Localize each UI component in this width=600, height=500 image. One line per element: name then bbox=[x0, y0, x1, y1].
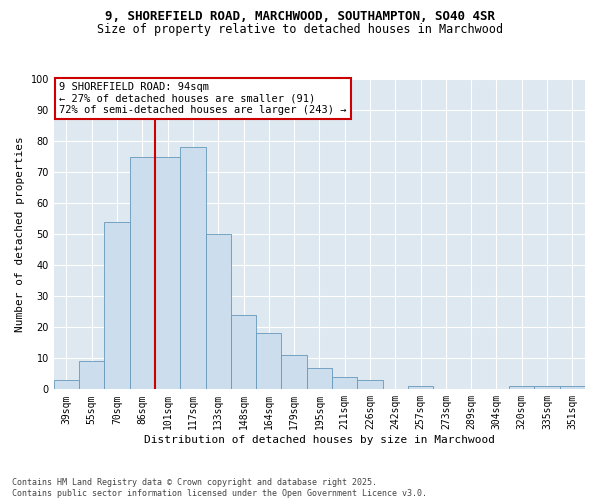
Bar bbox=[535, 386, 560, 390]
Bar bbox=[509, 386, 535, 390]
Text: Size of property relative to detached houses in Marchwood: Size of property relative to detached ho… bbox=[97, 22, 503, 36]
Bar bbox=[256, 334, 281, 390]
Bar bbox=[155, 156, 180, 390]
Bar bbox=[104, 222, 130, 390]
X-axis label: Distribution of detached houses by size in Marchwood: Distribution of detached houses by size … bbox=[144, 435, 495, 445]
Y-axis label: Number of detached properties: Number of detached properties bbox=[15, 136, 25, 332]
Bar bbox=[130, 156, 155, 390]
Text: Contains HM Land Registry data © Crown copyright and database right 2025.
Contai: Contains HM Land Registry data © Crown c… bbox=[12, 478, 427, 498]
Bar bbox=[408, 386, 433, 390]
Bar bbox=[180, 148, 206, 390]
Text: 9 SHOREFIELD ROAD: 94sqm
← 27% of detached houses are smaller (91)
72% of semi-d: 9 SHOREFIELD ROAD: 94sqm ← 27% of detach… bbox=[59, 82, 347, 116]
Bar bbox=[79, 362, 104, 390]
Bar bbox=[54, 380, 79, 390]
Bar bbox=[332, 377, 358, 390]
Bar bbox=[560, 386, 585, 390]
Bar bbox=[231, 315, 256, 390]
Bar bbox=[281, 355, 307, 390]
Bar bbox=[206, 234, 231, 390]
Text: 9, SHOREFIELD ROAD, MARCHWOOD, SOUTHAMPTON, SO40 4SR: 9, SHOREFIELD ROAD, MARCHWOOD, SOUTHAMPT… bbox=[105, 10, 495, 23]
Bar bbox=[358, 380, 383, 390]
Bar bbox=[307, 368, 332, 390]
